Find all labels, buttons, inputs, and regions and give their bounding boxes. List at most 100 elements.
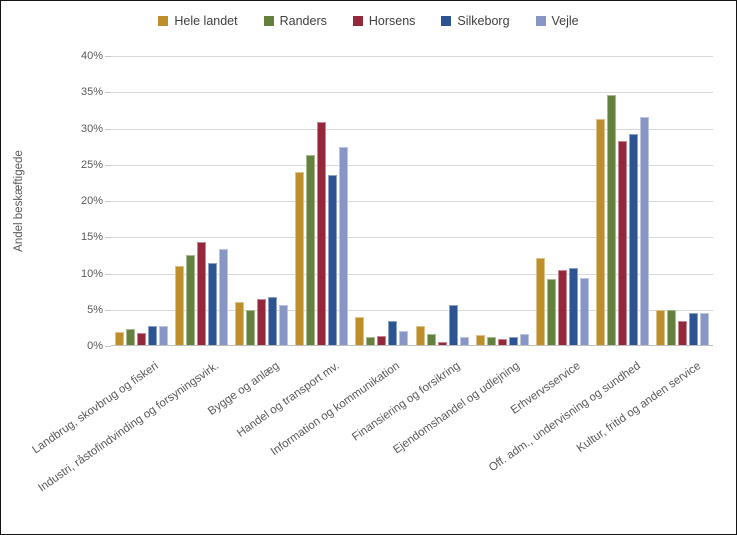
bar-hele-landet — [596, 119, 606, 346]
y-tick-mark — [105, 346, 111, 347]
y-tick-label: 5% — [87, 303, 103, 316]
y-tick-mark — [105, 273, 111, 275]
bar-group — [593, 56, 653, 346]
y-tick-label: 15% — [80, 231, 103, 244]
bar-silkeborg — [268, 297, 277, 346]
y-tick-mark — [105, 56, 111, 57]
bar-group — [412, 56, 472, 346]
y-tick-mark — [105, 128, 111, 130]
bar-horsens — [678, 321, 688, 346]
legend-swatch-icon — [263, 16, 274, 26]
bar-silkeborg — [147, 326, 157, 346]
bar-hele-landet — [295, 172, 305, 346]
bar-horsens — [558, 269, 568, 346]
bar-randers — [366, 337, 376, 346]
legend-swatch-icon — [535, 16, 546, 26]
y-tick-mark — [105, 237, 111, 239]
gridline — [111, 309, 713, 311]
legend-swatch-icon — [158, 16, 169, 26]
bar-randers — [486, 336, 496, 346]
y-tick-label: 30% — [80, 122, 103, 135]
y-tick-label: 0% — [87, 340, 103, 352]
bar-horsens — [497, 338, 507, 346]
bar-silkeborg — [569, 268, 579, 346]
y-tick-mark — [105, 201, 111, 202]
bar-horsens — [618, 140, 628, 346]
bar-hele-landet — [174, 266, 184, 346]
legend-item-hele-landet: Hele landet — [158, 14, 238, 28]
bar-horsens — [257, 298, 266, 346]
bar-group — [111, 56, 171, 346]
y-tick-label: 40% — [80, 50, 103, 62]
x-category-label: Information og kommunikation — [268, 360, 402, 459]
bar-vejle — [158, 326, 168, 346]
bar-silkeborg — [689, 313, 699, 346]
bar-vejle — [218, 248, 228, 346]
bar-hele-landet — [235, 301, 244, 346]
x-category-label: Kultur, fritid og anden service — [574, 360, 703, 455]
bar-hele-landet — [355, 317, 365, 346]
x-category-label: Ejendomshandel og udlejning — [391, 360, 523, 457]
legend-item-vejle: Vejle — [535, 14, 579, 28]
gridline — [111, 128, 713, 130]
bar-vejle — [279, 305, 288, 346]
bar-group — [292, 56, 352, 346]
bar-group — [352, 56, 412, 346]
bar-vejle — [580, 277, 590, 346]
bar-randers — [125, 329, 135, 346]
x-axis-line — [111, 345, 713, 346]
bar-group — [171, 56, 231, 346]
bar-randers — [547, 278, 557, 346]
bar-silkeborg — [448, 304, 458, 346]
legend-swatch-icon — [352, 16, 363, 26]
bar-silkeborg — [629, 134, 639, 346]
bar-randers — [185, 254, 195, 346]
bar-silkeborg — [207, 262, 217, 346]
bar-vejle — [519, 333, 529, 346]
gridline — [111, 56, 713, 57]
bar-horsens — [317, 121, 327, 346]
legend-label: Hele landet — [174, 14, 238, 28]
y-tick-mark — [105, 309, 111, 311]
plot-area — [111, 56, 713, 346]
bar-horsens — [196, 241, 206, 346]
bar-randers — [306, 155, 316, 346]
bar-silkeborg — [388, 320, 398, 346]
bar-horsens — [136, 332, 146, 346]
bar-hele-landet — [475, 335, 485, 346]
bar-silkeborg — [328, 174, 338, 346]
y-axis-title: Andel beskæftigede — [13, 150, 25, 252]
legend-label: Vejle — [551, 14, 579, 28]
y-tick-label: 25% — [80, 158, 103, 171]
bar-group — [231, 56, 291, 346]
bar-vejle — [339, 146, 349, 346]
gridline — [111, 273, 713, 275]
bar-group — [653, 56, 713, 346]
bar-vejle — [700, 313, 710, 346]
legend: Hele landet Randers Horsens Silkeborg Vejle — [1, 14, 736, 28]
bar-vejle — [459, 337, 469, 346]
bar-group — [472, 56, 532, 346]
bar-randers — [667, 309, 677, 346]
bar-randers — [246, 309, 255, 346]
legend-label: Silkeborg — [457, 14, 510, 28]
x-category-label: Handel og transport mv. — [234, 360, 342, 440]
bar-vejle — [399, 330, 409, 346]
gridline — [111, 92, 713, 94]
x-category-label: Finansiering og forsikring — [349, 360, 462, 444]
bar-horsens — [377, 335, 387, 346]
bar-randers — [607, 95, 617, 346]
legend-item-horsens: Horsens — [352, 14, 416, 28]
y-tick-label: 20% — [80, 195, 103, 207]
y-tick-mark — [105, 164, 111, 166]
bar-hele-landet — [656, 310, 666, 346]
bar-groups — [111, 56, 713, 346]
legend-label: Randers — [279, 14, 327, 28]
y-tick-mark — [105, 92, 111, 94]
y-tick-label: 10% — [80, 267, 103, 280]
legend-label: Horsens — [368, 14, 416, 28]
bar-vejle — [640, 116, 650, 346]
gridline — [111, 164, 713, 166]
bar-silkeborg — [508, 336, 518, 346]
